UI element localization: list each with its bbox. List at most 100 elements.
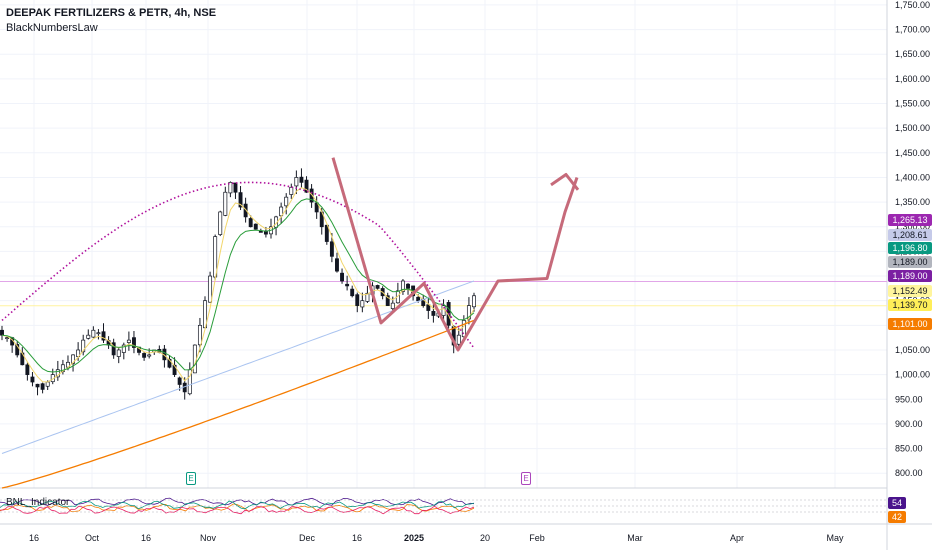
earnings-marker[interactable]: E (186, 472, 196, 485)
candle (279, 206, 284, 217)
ema-200-line (1, 319, 475, 489)
w-pattern-drawing (331, 157, 579, 352)
y-tick-label: 850.00 (895, 444, 923, 454)
earnings-marker[interactable]: E (521, 472, 531, 485)
x-tick-label: 16 (29, 533, 39, 543)
y-tick-label: 1,050.00 (895, 345, 930, 355)
candle (289, 186, 294, 195)
candle (472, 295, 476, 308)
candle (400, 280, 405, 292)
x-tick-label: 16 (141, 533, 151, 543)
candle (147, 354, 152, 357)
candle (45, 381, 50, 387)
price-badge: 1,189.00 (888, 256, 932, 268)
price-badge: 1,189.00 (888, 270, 932, 282)
y-tick-label: 1,000.00 (895, 370, 930, 380)
oscillator-line (0, 500, 475, 510)
y-tick-label: 800.00 (895, 468, 923, 478)
candle (294, 177, 299, 187)
candle (223, 191, 228, 216)
y-tick-label: 1,500.00 (895, 123, 930, 133)
candle (228, 182, 233, 194)
candle (355, 294, 360, 306)
candle (304, 179, 309, 193)
candle (233, 182, 238, 193)
candle (167, 358, 172, 368)
candle (299, 176, 304, 183)
candle (431, 311, 436, 316)
y-tick-label: 1,700.00 (895, 25, 930, 35)
candle (81, 339, 86, 353)
candle (197, 324, 202, 346)
candle (335, 258, 339, 272)
x-tick-label: Feb (529, 533, 545, 543)
price-badge: 1,152.49 (888, 285, 932, 297)
ema-mid-line (1, 198, 475, 373)
candle (121, 344, 126, 353)
candle (101, 331, 106, 341)
price-badge: 1,196.80 (888, 242, 932, 254)
candle (0, 329, 4, 336)
x-tick-label: Mar (627, 533, 643, 543)
y-tick-label: 1,450.00 (895, 148, 930, 158)
candle (5, 337, 10, 340)
y-tick-label: 1,400.00 (895, 172, 930, 182)
candle (15, 344, 20, 356)
candle (142, 353, 147, 358)
x-tick-label: 16 (352, 533, 362, 543)
candle (461, 320, 466, 338)
dotted-trend-line (1, 181, 475, 349)
candle (365, 292, 370, 302)
candle (345, 283, 350, 287)
candle (116, 349, 121, 357)
candle (177, 377, 182, 385)
candle (340, 272, 344, 282)
candle (324, 224, 329, 242)
y-tick-label: 1,300.00 (895, 222, 930, 232)
x-tick-label: Oct (85, 533, 100, 543)
indicator-label: BlackNumbersLaw (6, 22, 98, 34)
candle (91, 329, 96, 338)
chart-title: DEEPAK FERTILIZERS & PETR, 4h, NSE (6, 7, 217, 19)
candle (111, 342, 116, 356)
candle (55, 369, 60, 378)
candle (132, 337, 136, 348)
price-badge: 1,101.00 (888, 318, 932, 330)
y-tick-label: 1,550.00 (895, 99, 930, 109)
candle (40, 383, 45, 390)
oscillator-line (0, 503, 475, 513)
candle (284, 196, 289, 207)
x-tick-label: 20 (480, 533, 490, 543)
x-tick-label: May (826, 533, 844, 543)
candle (35, 383, 40, 388)
arrow-head (550, 172, 580, 191)
candle (71, 354, 76, 364)
candle (385, 295, 390, 306)
price-badge: 1,208.61 (888, 229, 932, 241)
oscillator-badge: 54 (888, 497, 906, 509)
candle (30, 376, 35, 383)
candle (238, 192, 243, 208)
x-tick-label: Apr (730, 533, 744, 543)
candle (126, 339, 131, 343)
subpanel-title: BNL_Indicator (6, 497, 70, 508)
candle (208, 275, 213, 303)
y-tick-label: 1,350.00 (895, 197, 930, 207)
candle (406, 283, 410, 289)
oscillator-badge: 42 (888, 511, 906, 523)
x-tick-label: Nov (200, 533, 217, 543)
candle (248, 218, 253, 228)
candle (86, 334, 91, 339)
candle (218, 211, 223, 235)
candle (253, 223, 258, 230)
candle (243, 203, 248, 218)
ema-fast-line (1, 187, 475, 383)
candle (329, 241, 334, 257)
candle (25, 364, 30, 375)
candle (314, 202, 319, 213)
candle (390, 302, 395, 309)
candle (309, 188, 314, 203)
candle (375, 285, 380, 289)
candle (416, 296, 421, 302)
